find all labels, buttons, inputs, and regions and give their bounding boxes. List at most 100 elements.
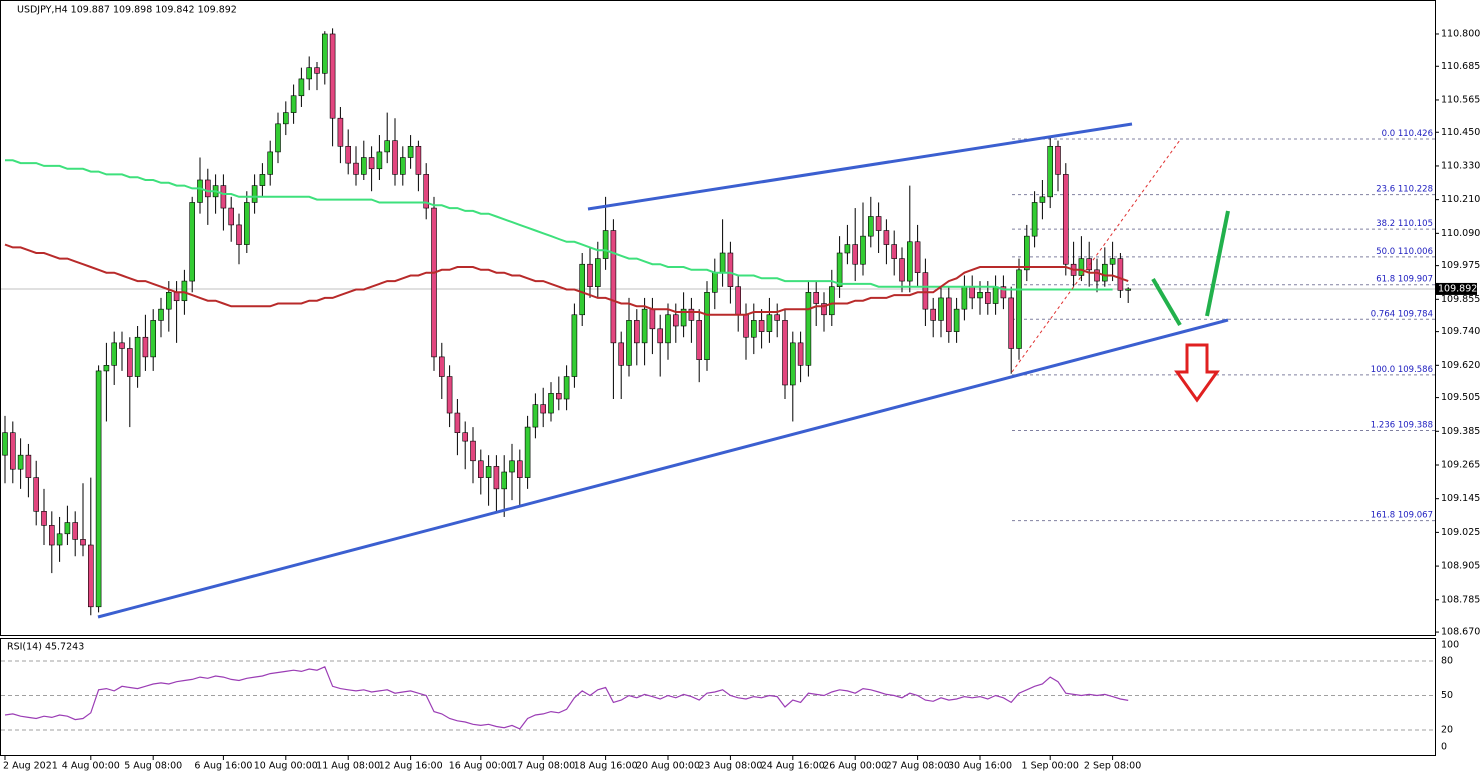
y-tick-label: 109.620 xyxy=(1441,360,1480,371)
candle-body xyxy=(1055,145,1061,175)
candle-body xyxy=(142,336,149,358)
candle-body xyxy=(236,224,242,245)
candle-body xyxy=(649,308,656,330)
fib-ratio: 161.8 xyxy=(1371,510,1395,520)
rsi-line xyxy=(4,666,1129,730)
x-tick-label: 12 Aug 16:00 xyxy=(379,761,443,772)
candle-body xyxy=(275,123,281,153)
candle-body xyxy=(454,412,461,434)
candle-body xyxy=(626,320,632,366)
candle-body xyxy=(290,95,297,113)
candle-body xyxy=(477,460,484,478)
candle-body xyxy=(127,348,133,377)
candle-body xyxy=(930,308,937,321)
y-tick-label: 109.855 xyxy=(1441,294,1480,305)
candle-body xyxy=(579,263,586,316)
fib-price: 110.105 xyxy=(1398,219,1433,229)
y-tick-label: 109.025 xyxy=(1441,527,1480,538)
candle-body xyxy=(532,404,539,428)
annotations xyxy=(97,122,1230,619)
candle-body xyxy=(828,286,835,316)
fib-price: 110.228 xyxy=(1398,184,1433,194)
candle-body xyxy=(119,342,125,349)
candle-body xyxy=(438,356,445,377)
candle-body xyxy=(509,460,515,473)
fib-label: 0.764 109.784 xyxy=(1371,309,1433,319)
rsi-tick-label: 50 xyxy=(1441,690,1453,701)
candle-body xyxy=(17,454,24,470)
x-tick-label: 27 Aug 08:00 xyxy=(886,761,950,772)
fib-price: 110.426 xyxy=(1398,128,1433,138)
candle-body xyxy=(805,292,812,366)
candle-body xyxy=(1039,196,1046,203)
fib-ratio: 38.2 xyxy=(1376,219,1395,229)
candle-body xyxy=(688,308,695,321)
candle-body xyxy=(1109,258,1116,265)
candle-body xyxy=(407,145,414,158)
x-tick-label: 2 Sep 08:00 xyxy=(1084,761,1141,772)
candle-body xyxy=(821,303,827,316)
x-tick-label: 4 Aug 00:00 xyxy=(62,761,120,772)
rsi-tick-label: 80 xyxy=(1441,656,1453,667)
fib-ratio: 50.0 xyxy=(1376,246,1395,256)
candle-body xyxy=(813,292,820,304)
x-tick-label: 24 Aug 16:00 xyxy=(761,761,825,772)
y-tick-label: 110.450 xyxy=(1441,127,1480,138)
fib-label: 61.8 109.907 xyxy=(1376,274,1433,284)
candle-body xyxy=(984,292,991,304)
candle-body xyxy=(415,145,422,175)
fib-price: 109.907 xyxy=(1398,274,1433,284)
candle-body xyxy=(782,320,788,386)
candle-body xyxy=(220,185,227,209)
candle-body xyxy=(891,244,898,259)
candle-body xyxy=(337,117,344,147)
candle-body xyxy=(33,477,40,512)
x-tick-label: 10 Aug 00:00 xyxy=(254,761,318,772)
candle-body xyxy=(548,393,554,414)
candle-body xyxy=(961,286,968,310)
candle-body xyxy=(899,258,905,282)
candle-body xyxy=(516,460,523,478)
x-tick-label: 23 Aug 08:00 xyxy=(698,761,762,772)
candle-body xyxy=(244,202,250,245)
fib-label: 23.6 110.228 xyxy=(1376,184,1433,194)
y-tick-label: 108.785 xyxy=(1441,594,1480,605)
candle-body xyxy=(298,78,305,97)
projection-down xyxy=(1151,277,1182,327)
fib-label: 100.0 109.586 xyxy=(1371,364,1433,374)
fib-ratio: 0.764 xyxy=(1371,309,1395,319)
candle-body xyxy=(922,272,929,310)
candle-body xyxy=(314,67,320,74)
candle-body xyxy=(704,292,710,360)
fib-price: 109.586 xyxy=(1398,364,1433,374)
candle-body xyxy=(953,308,960,332)
candle-body xyxy=(844,244,851,254)
rsi-title: RSI(14) 45.7243 xyxy=(7,642,84,653)
candle-body xyxy=(181,280,188,302)
candle-body xyxy=(665,314,671,344)
x-tick-label: 18 Aug 16:00 xyxy=(574,761,638,772)
candle-body xyxy=(1016,269,1022,349)
x-tick-label: 6 Aug 16:00 xyxy=(194,761,252,772)
y-tick-label: 110.210 xyxy=(1441,194,1480,205)
candle-body xyxy=(462,432,469,442)
candle-body xyxy=(282,112,289,125)
candle-body xyxy=(392,140,398,175)
candle-body xyxy=(64,522,71,535)
candle-body xyxy=(470,440,476,462)
y-tick-label: 110.330 xyxy=(1441,160,1480,171)
candle-body xyxy=(80,539,86,546)
candle-body xyxy=(1031,202,1038,237)
candle-body xyxy=(1094,269,1100,282)
y-tick-label: 110.800 xyxy=(1441,28,1480,39)
candle-body xyxy=(399,157,406,175)
candle-body xyxy=(540,404,547,414)
candle-body xyxy=(493,466,500,490)
y-tick-label: 109.505 xyxy=(1441,392,1480,403)
rsi-pane-frame xyxy=(0,638,1436,756)
price-pane-frame xyxy=(0,0,1436,636)
candle-body xyxy=(103,365,110,372)
candle-body xyxy=(173,292,180,302)
candle-body xyxy=(883,230,890,245)
